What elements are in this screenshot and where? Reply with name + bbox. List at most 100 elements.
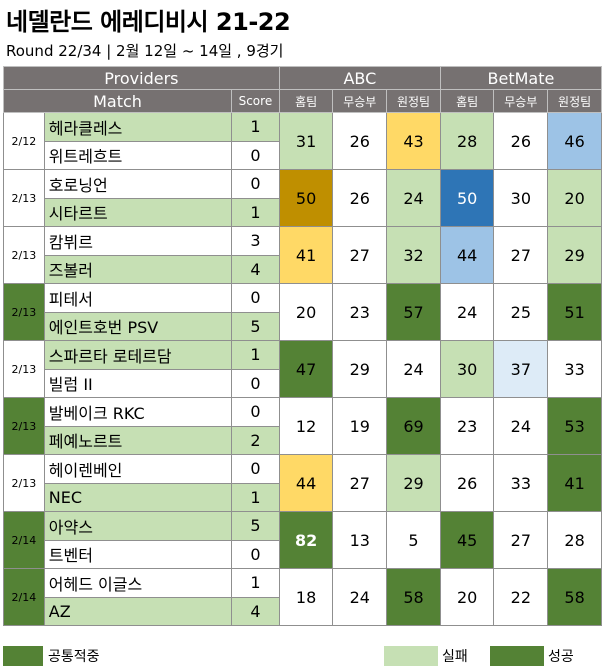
abc-away-pct: 69 bbox=[386, 397, 441, 455]
home-score: 5 bbox=[231, 511, 280, 541]
abc-home-pct: 50 bbox=[278, 169, 334, 227]
away-team: NEC bbox=[43, 482, 233, 512]
home-score: 1 bbox=[231, 112, 280, 142]
away-team: 시타르트 bbox=[43, 197, 233, 227]
bm-away-pct: 51 bbox=[547, 283, 602, 341]
match-row-bottom: 위트레흐트 0 bbox=[4, 140, 602, 170]
bm-draw-pct: 22 bbox=[493, 568, 549, 626]
header-bm-away: 원정팀 bbox=[547, 89, 602, 113]
home-score: 0 bbox=[231, 283, 280, 313]
match-date: 2/13 bbox=[3, 397, 45, 455]
match-row-bottom: 즈볼러 4 bbox=[4, 254, 602, 284]
bm-away-pct: 20 bbox=[547, 169, 602, 227]
abc-draw-pct: 13 bbox=[332, 511, 388, 569]
away-score: 0 bbox=[231, 140, 280, 170]
match-date: 2/13 bbox=[3, 169, 45, 227]
away-score: 1 bbox=[231, 482, 280, 512]
away-team: AZ bbox=[43, 596, 233, 626]
match-date: 2/14 bbox=[3, 511, 45, 569]
abc-away-pct: 57 bbox=[386, 283, 441, 341]
legend-success-label: 성공 bbox=[548, 649, 574, 665]
match-row-bottom: 에인트호번 PSV 5 bbox=[4, 311, 602, 341]
match-row-top: 2/14 아약스 5 82 13 5 45 27 28 bbox=[3, 511, 602, 569]
header-row-columns: Match Score 홈팀 무승부 원정팀 홈팀 무승부 원정팀 bbox=[3, 89, 602, 113]
header-bm-draw: 무승부 bbox=[493, 89, 549, 113]
bm-home-pct: 44 bbox=[439, 226, 495, 284]
home-score: 1 bbox=[231, 340, 280, 370]
prediction-table: Providers ABC BetMate Match Score 홈팀 무승부… bbox=[3, 66, 602, 626]
away-team: 위트레흐트 bbox=[43, 140, 233, 170]
abc-home-pct: 41 bbox=[278, 226, 334, 284]
bm-away-pct: 41 bbox=[547, 454, 602, 512]
home-team: 헤이렌베인 bbox=[43, 454, 233, 484]
abc-home-pct: 18 bbox=[278, 568, 334, 626]
match-row-top: 2/12 헤라클레스 1 31 26 43 28 26 46 bbox=[3, 112, 602, 170]
bm-home-pct: 28 bbox=[439, 112, 495, 170]
header-abc-draw: 무승부 bbox=[332, 89, 388, 113]
home-team: 피테서 bbox=[43, 283, 233, 313]
abc-away-pct: 24 bbox=[386, 169, 441, 227]
home-team: 호로닝언 bbox=[43, 169, 233, 199]
header-abc-home: 홈팀 bbox=[278, 89, 334, 113]
bm-away-pct: 33 bbox=[547, 340, 602, 398]
bm-draw-pct: 26 bbox=[493, 112, 549, 170]
match-row-top: 2/13 헤이렌베인 0 44 27 29 26 33 41 bbox=[3, 454, 602, 512]
bm-draw-pct: 33 bbox=[493, 454, 549, 512]
abc-away-pct: 24 bbox=[386, 340, 441, 398]
bm-away-pct: 46 bbox=[547, 112, 602, 170]
away-score: 2 bbox=[231, 425, 280, 455]
bm-home-pct: 26 bbox=[439, 454, 495, 512]
match-row-top: 2/13 피테서 0 20 23 57 24 25 51 bbox=[3, 283, 602, 341]
abc-draw-pct: 26 bbox=[332, 112, 388, 170]
match-date: 2/12 bbox=[3, 112, 45, 170]
header-providers: Providers bbox=[3, 66, 280, 90]
home-score: 0 bbox=[231, 397, 280, 427]
match-date: 2/14 bbox=[3, 568, 45, 626]
home-score: 3 bbox=[231, 226, 280, 256]
match-row-top: 2/13 스파르타 로테르담 1 47 29 24 30 37 33 bbox=[3, 340, 602, 398]
abc-away-pct: 32 bbox=[386, 226, 441, 284]
page-subtitle: Round 22/34 | 2월 12일 ~ 14일 , 9경기 bbox=[6, 42, 284, 60]
legend-swatch-success bbox=[490, 646, 544, 666]
home-team: 스파르타 로테르담 bbox=[43, 340, 233, 370]
bm-draw-pct: 27 bbox=[493, 226, 549, 284]
away-team: 트벤터 bbox=[43, 539, 233, 569]
abc-draw-pct: 29 bbox=[332, 340, 388, 398]
home-team: 발베이크 RKC bbox=[43, 397, 233, 427]
abc-home-pct: 47 bbox=[278, 340, 334, 398]
match-row-top: 2/13 호로닝언 0 50 26 24 50 30 20 bbox=[3, 169, 602, 227]
abc-away-pct: 43 bbox=[386, 112, 441, 170]
match-row-bottom: 페예노르트 2 bbox=[4, 425, 602, 455]
match-row-bottom: AZ 4 bbox=[4, 596, 602, 626]
match-row-bottom: 빌럼 II 0 bbox=[4, 368, 602, 398]
bm-away-pct: 29 bbox=[547, 226, 602, 284]
bm-home-pct: 45 bbox=[439, 511, 495, 569]
legend-swatch-common bbox=[3, 646, 43, 666]
header-abc-away: 원정팀 bbox=[386, 89, 441, 113]
abc-draw-pct: 27 bbox=[332, 454, 388, 512]
abc-draw-pct: 19 bbox=[332, 397, 388, 455]
header-score: Score bbox=[231, 89, 280, 113]
bm-home-pct: 24 bbox=[439, 283, 495, 341]
bm-away-pct: 53 bbox=[547, 397, 602, 455]
header-match: Match bbox=[3, 89, 232, 113]
abc-home-pct: 82 bbox=[278, 511, 334, 569]
abc-away-pct: 58 bbox=[386, 568, 441, 626]
header-row-providers: Providers ABC BetMate bbox=[3, 66, 602, 90]
away-team: 빌럼 II bbox=[43, 368, 233, 398]
home-score: 0 bbox=[231, 454, 280, 484]
home-team: 캄뷔르 bbox=[43, 226, 233, 256]
header-betmate: BetMate bbox=[439, 66, 602, 90]
match-row-bottom: 트벤터 0 bbox=[4, 539, 602, 569]
abc-away-pct: 5 bbox=[386, 511, 441, 569]
away-score: 0 bbox=[231, 539, 280, 569]
legend-swatch-fail bbox=[384, 646, 438, 666]
away-score: 4 bbox=[231, 254, 280, 284]
bm-home-pct: 20 bbox=[439, 568, 495, 626]
away-score: 5 bbox=[231, 311, 280, 341]
match-date: 2/13 bbox=[3, 454, 45, 512]
bm-draw-pct: 27 bbox=[493, 511, 549, 569]
bm-home-pct: 50 bbox=[439, 169, 495, 227]
match-date: 2/13 bbox=[3, 340, 45, 398]
abc-draw-pct: 27 bbox=[332, 226, 388, 284]
